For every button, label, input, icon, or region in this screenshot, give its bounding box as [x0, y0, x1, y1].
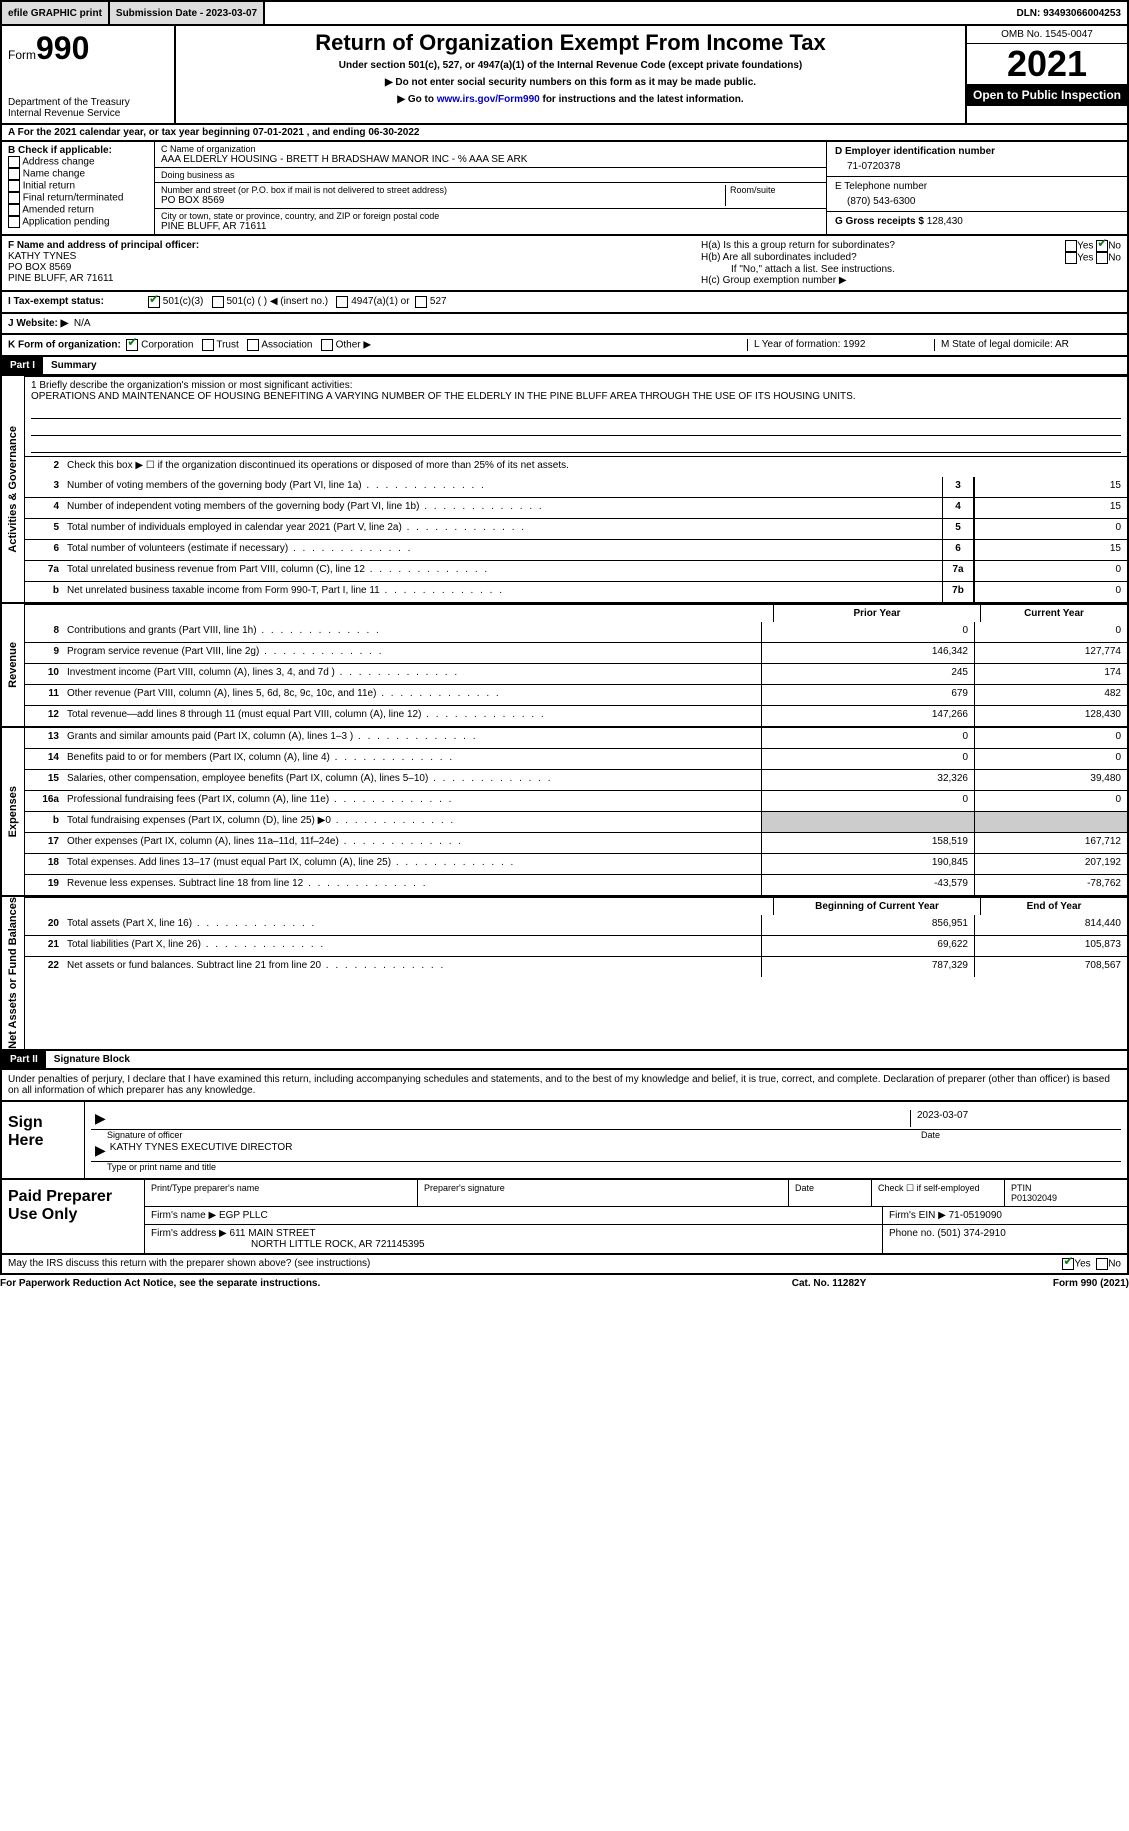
table-row: 7aTotal unrelated business revenue from …	[25, 560, 1127, 581]
table-row: 16aProfessional fundraising fees (Part I…	[25, 790, 1127, 811]
table-row: 11Other revenue (Part VIII, column (A), …	[25, 684, 1127, 705]
entity-box: B Check if applicable: Address change Na…	[0, 142, 1129, 236]
page-footer: For Paperwork Reduction Act Notice, see …	[0, 1275, 1129, 1292]
table-row: 9Program service revenue (Part VIII, lin…	[25, 642, 1127, 663]
side-tab-netassets: Net Assets or Fund Balances	[7, 897, 19, 1049]
tax-exempt-status: I Tax-exempt status: 501(c)(3) 501(c) ( …	[0, 292, 1129, 314]
table-row: 15Salaries, other compensation, employee…	[25, 769, 1127, 790]
table-row: 5Total number of individuals employed in…	[25, 518, 1127, 539]
irs-label: Internal Revenue Service	[8, 108, 168, 119]
form-subtitle: Under section 501(c), 527, or 4947(a)(1)…	[180, 60, 961, 71]
efile-button[interactable]: efile GRAPHIC print	[2, 2, 110, 24]
firm-address: 611 MAIN STREET	[230, 1228, 316, 1239]
table-row: 13Grants and similar amounts paid (Part …	[25, 728, 1127, 748]
website-row: J Website: ▶ N/A	[0, 314, 1129, 335]
org-city: PINE BLUFF, AR 71611	[161, 221, 820, 232]
revenue-section: Revenue Prior YearCurrent Year 8Contribu…	[0, 604, 1129, 728]
ssn-warning: ▶ Do not enter social security numbers o…	[180, 77, 961, 88]
table-row: 14Benefits paid to or for members (Part …	[25, 748, 1127, 769]
table-row: 3Number of voting members of the governi…	[25, 477, 1127, 497]
goto-row: ▶ Go to www.irs.gov/Form990 for instruct…	[180, 94, 961, 105]
table-row: 18Total expenses. Add lines 13–17 (must …	[25, 853, 1127, 874]
form-header: Form990 Department of the Treasury Inter…	[0, 26, 1129, 125]
org-address: PO BOX 8569	[161, 195, 725, 206]
firm-name: EGP PLLC	[219, 1210, 268, 1221]
side-tab-governance: Activities & Governance	[7, 426, 19, 553]
dln: DLN: 93493066004253	[1010, 2, 1127, 24]
firm-phone: (501) 374-2910	[937, 1228, 1005, 1239]
part1-header: Part I Summary	[0, 357, 1129, 376]
table-row: 4Number of independent voting members of…	[25, 497, 1127, 518]
form-title: Return of Organization Exempt From Incom…	[180, 30, 961, 56]
table-row: 21Total liabilities (Part X, line 26)69,…	[25, 935, 1127, 956]
tax-year: 2021	[967, 44, 1127, 84]
table-row: 10Investment income (Part VIII, column (…	[25, 663, 1127, 684]
table-row: bTotal fundraising expenses (Part IX, co…	[25, 811, 1127, 832]
gross-receipts: 128,430	[927, 216, 963, 227]
paid-preparer-block: Paid Preparer Use Only Print/Type prepar…	[0, 1180, 1129, 1255]
perjury-statement: Under penalties of perjury, I declare th…	[0, 1070, 1129, 1102]
box-de: D Employer identification number 71-0720…	[826, 142, 1127, 234]
form990-link[interactable]: www.irs.gov/Form990	[437, 94, 540, 105]
side-tab-revenue: Revenue	[7, 642, 19, 688]
expenses-section: Expenses 13Grants and similar amounts pa…	[0, 728, 1129, 897]
table-row: 6Total number of volunteers (estimate if…	[25, 539, 1127, 560]
open-inspection: Open to Public Inspection	[967, 84, 1127, 106]
table-row: 19Revenue less expenses. Subtract line 1…	[25, 874, 1127, 895]
side-tab-expenses: Expenses	[7, 786, 19, 837]
section-a: A For the 2021 calendar year, or tax yea…	[0, 125, 1129, 142]
sign-here-block: Sign Here 2023-03-07 Signature of office…	[0, 1102, 1129, 1180]
submission-date: Submission Date - 2023-03-07	[110, 2, 265, 24]
table-row: bNet unrelated business taxable income f…	[25, 581, 1127, 602]
telephone: (870) 543-6300	[835, 192, 1119, 207]
box-b: B Check if applicable: Address change Na…	[2, 142, 155, 234]
omb-number: OMB No. 1545-0047	[967, 26, 1127, 44]
discuss-row: May the IRS discuss this return with the…	[0, 1255, 1129, 1275]
top-bar: efile GRAPHIC print Submission Date - 20…	[0, 0, 1129, 26]
f-h-row: F Name and address of principal officer:…	[0, 236, 1129, 292]
form-number: Form990	[8, 30, 168, 67]
box-c: C Name of organization AAA ELDERLY HOUSI…	[155, 142, 826, 234]
mission-text: OPERATIONS AND MAINTENANCE OF HOUSING BE…	[31, 391, 1121, 402]
table-row: 12Total revenue—add lines 8 through 11 (…	[25, 705, 1127, 726]
table-row: 8Contributions and grants (Part VIII, li…	[25, 622, 1127, 642]
officer-printed-name: KATHY TYNES EXECUTIVE DIRECTOR	[110, 1142, 293, 1159]
governance-section: Activities & Governance 1 Briefly descri…	[0, 376, 1129, 604]
firm-ein: 71-0519090	[949, 1210, 1002, 1221]
table-row: 22Net assets or fund balances. Subtract …	[25, 956, 1127, 977]
dept-treasury: Department of the Treasury	[8, 97, 168, 108]
table-row: 20Total assets (Part X, line 16)856,9518…	[25, 915, 1127, 935]
sign-date: 2023-03-07	[910, 1110, 1117, 1127]
org-name: AAA ELDERLY HOUSING - BRETT H BRADSHAW M…	[161, 154, 820, 165]
part2-header: Part II Signature Block	[0, 1051, 1129, 1070]
ein: 71-0720378	[835, 157, 1119, 172]
table-row: 17Other expenses (Part IX, column (A), l…	[25, 832, 1127, 853]
ptin: P01302049	[1011, 1193, 1121, 1203]
officer-name: KATHY TYNES	[8, 251, 701, 262]
k-row: K Form of organization: Corporation Trus…	[0, 335, 1129, 357]
netassets-section: Net Assets or Fund Balances Beginning of…	[0, 897, 1129, 1051]
